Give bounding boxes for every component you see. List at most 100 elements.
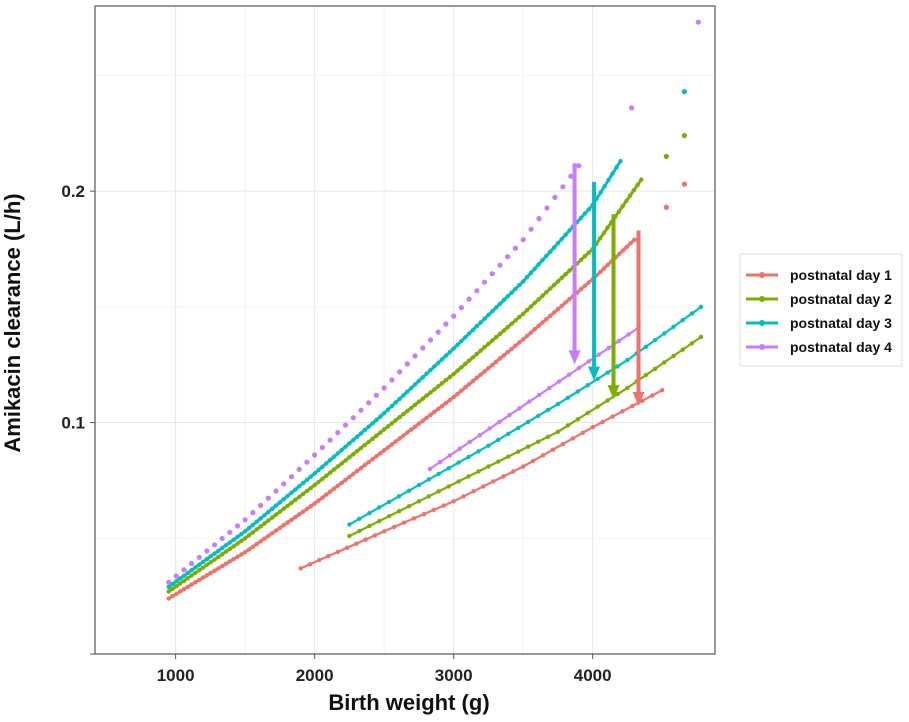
extension-point	[681, 89, 688, 95]
upper-point	[635, 182, 640, 188]
upper-point	[439, 403, 445, 409]
upper-point	[378, 414, 383, 419]
upper-point	[289, 517, 294, 522]
upper-point	[277, 509, 283, 514]
lower-point	[326, 553, 331, 559]
upper-point	[293, 514, 298, 520]
upper-point	[536, 297, 541, 302]
lower-point	[317, 557, 322, 563]
upper-point	[617, 251, 622, 257]
upper-point	[227, 540, 232, 545]
lower-point	[347, 533, 352, 539]
upper-point	[439, 381, 445, 386]
upper-point	[517, 282, 522, 288]
upper-point	[559, 236, 564, 242]
y-tick-label: 0.2	[61, 182, 85, 201]
upper-point	[258, 524, 263, 529]
upper-point	[443, 400, 449, 406]
upper-point	[509, 346, 514, 352]
upper-point	[428, 412, 433, 418]
lower-point	[615, 391, 620, 397]
upper-point	[470, 327, 476, 333]
upper-point	[544, 290, 549, 295]
upper-point	[181, 578, 187, 584]
upper-point	[512, 245, 519, 251]
upper-point	[560, 184, 566, 190]
upper-point	[254, 527, 259, 532]
upper-point	[316, 498, 321, 503]
upper-point	[308, 504, 313, 509]
upper-point	[397, 369, 403, 375]
upper-point	[335, 483, 340, 488]
upper-point	[339, 461, 344, 466]
lower-point	[497, 419, 502, 424]
lower-point	[466, 474, 471, 479]
extension-point	[695, 19, 701, 25]
lower-point	[344, 545, 350, 550]
upper-point	[405, 408, 410, 414]
upper-point	[631, 188, 636, 193]
upper-point	[412, 424, 418, 429]
lower-point	[386, 513, 392, 519]
upper-point	[196, 554, 202, 560]
upper-point	[288, 474, 295, 480]
lower-point	[535, 413, 541, 419]
lower-point	[446, 466, 451, 471]
lower-point	[537, 392, 542, 398]
upper-point	[351, 452, 356, 457]
lower-point	[476, 449, 481, 454]
upper-point	[374, 433, 379, 438]
upper-point	[436, 384, 441, 389]
lower-point	[586, 359, 592, 364]
upper-point	[627, 193, 633, 198]
upper-point	[246, 525, 252, 531]
x-tick-label: 4000	[574, 666, 612, 685]
upper-point	[466, 358, 472, 363]
lower-point	[689, 311, 695, 316]
upper-point	[528, 304, 534, 309]
upper-point	[578, 257, 584, 262]
upper-point	[601, 230, 607, 236]
upper-point	[513, 318, 518, 323]
upper-point	[189, 560, 195, 567]
upper-point	[459, 388, 464, 393]
lower-point	[416, 499, 422, 504]
upper-point	[331, 467, 337, 472]
upper-point	[193, 565, 198, 570]
upper-point	[297, 512, 302, 517]
upper-point	[586, 250, 591, 255]
extension-point	[663, 153, 669, 159]
y-tick-label: 0.1	[61, 414, 85, 433]
upper-point	[293, 487, 298, 492]
upper-point	[273, 528, 279, 533]
lower-point	[595, 376, 600, 382]
lower-point	[555, 429, 561, 434]
upper-point	[563, 272, 568, 277]
upper-point	[347, 441, 352, 446]
upper-point	[216, 554, 221, 560]
lower-point	[535, 439, 541, 444]
upper-point	[312, 501, 317, 506]
upper-point	[393, 439, 398, 444]
upper-point	[235, 541, 240, 546]
upper-point	[358, 407, 364, 413]
upper-point	[409, 385, 414, 391]
upper-point	[447, 374, 452, 380]
upper-point	[536, 323, 541, 329]
upper-point	[505, 294, 510, 299]
upper-point	[324, 492, 329, 497]
upper-point	[193, 580, 198, 585]
upper-point	[397, 415, 402, 420]
upper-point	[497, 356, 503, 361]
upper-point	[439, 357, 445, 362]
upper-point	[358, 465, 364, 471]
lower-point	[680, 318, 685, 323]
upper-point	[463, 361, 468, 367]
upper-point	[521, 279, 526, 284]
upper-point	[227, 529, 233, 535]
lower-point	[660, 388, 665, 393]
upper-point	[351, 471, 356, 477]
upper-point	[409, 405, 414, 411]
upper-point	[327, 437, 333, 443]
lower-point	[391, 524, 397, 530]
